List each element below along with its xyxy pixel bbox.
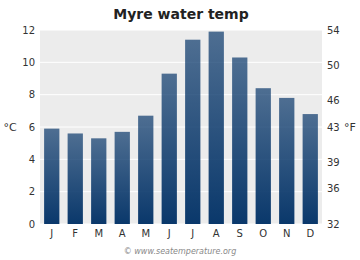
y2-tick-label: 54 [327,25,340,36]
y-tick-label: 2 [29,186,35,197]
chart-container: 02468101232363943465054JFMAMJJASOND°C°FM… [0,0,360,260]
x-tick-label: O [259,228,267,239]
bar [138,116,153,224]
x-tick-label: A [119,228,126,239]
title: Myre water temp [113,6,248,22]
x-tick-label: N [283,228,290,239]
y2-axis-label: °F [344,121,356,134]
bar [162,74,177,224]
grid-line [40,94,322,95]
bar [91,138,106,224]
y-tick-label: 0 [29,219,35,230]
x-tick-label: J [49,228,53,239]
chart: 02468101232363943465054JFMAMJJASOND°C°FM… [0,0,360,260]
annotation: © www.seatemperature.org [124,247,236,256]
y2-tick-label: 32 [327,219,340,230]
x-tick-label: M [141,228,150,239]
x-tick-label: A [213,228,220,239]
y2-tick-label: 46 [327,95,340,106]
bar [232,57,247,224]
grid-line [40,30,322,31]
grid-line [40,62,322,63]
y-tick-label: 4 [29,154,35,165]
x-tick-label: J [190,228,194,239]
bar [209,32,224,224]
bar [303,114,318,224]
x-tick-label: J [167,228,171,239]
x-tick-label: D [306,228,314,239]
y-tick-label: 8 [29,89,35,100]
y2-tick-label: 50 [327,60,340,71]
bar [279,98,294,224]
plot-background [40,30,322,224]
bar [68,133,83,224]
y2-tick-label: 43 [327,122,340,133]
bar [256,88,271,224]
x-tick-label: F [72,228,78,239]
y-tick-label: 6 [29,122,35,133]
x-tick-label: M [94,228,103,239]
y-tick-label: 10 [22,57,35,68]
x-tick-label: S [237,228,243,239]
y2-tick-label: 36 [327,183,340,194]
y2-tick-label: 39 [327,157,340,168]
y-tick-label: 12 [22,25,35,36]
y-axis-label: °C [3,121,17,134]
bar [44,129,59,224]
bar [185,40,200,224]
bar [115,132,130,224]
bars [44,32,318,224]
